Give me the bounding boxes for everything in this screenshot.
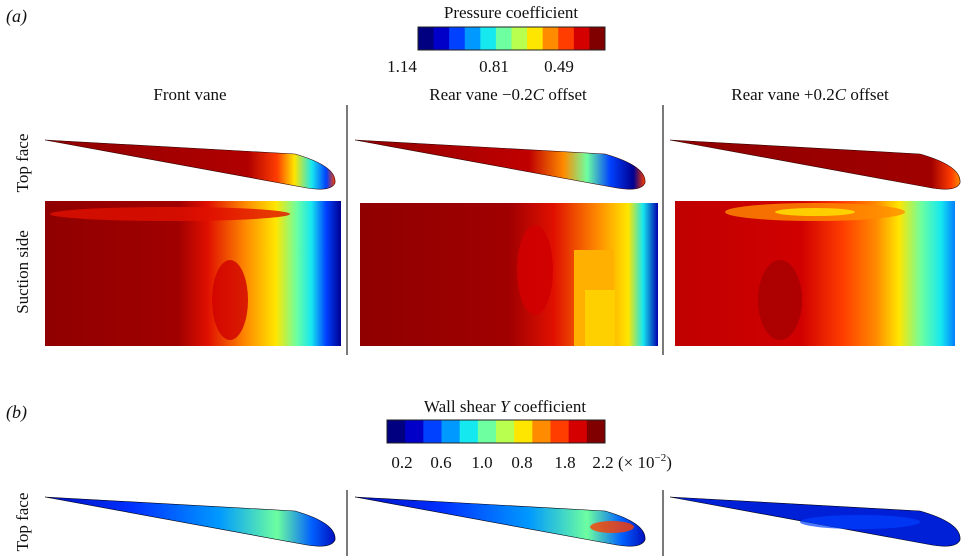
colorbar-swatch [573, 27, 590, 50]
contour-top [354, 139, 646, 190]
contour-suction [675, 201, 955, 346]
colorbar-label: 1.14 [387, 57, 417, 76]
colorbar-swatch [441, 420, 461, 443]
colorbar-swatch [495, 27, 512, 50]
row-label: Suction side [13, 230, 32, 314]
colorbar-swatch [558, 27, 575, 50]
contour-top [669, 139, 961, 190]
colorbar-swatch [418, 27, 435, 50]
colorbar-frame [386, 419, 606, 444]
colorbar-label: 0.6 [430, 453, 451, 472]
colorbar-label: 0.81 [479, 57, 509, 76]
colorbar-swatch [514, 420, 533, 443]
colorbar-title: Wall shear Y coefficient [424, 397, 586, 416]
colorbar-label: 1.8 [554, 453, 575, 472]
panel-label: (a) [6, 6, 27, 27]
colorbar-swatch [449, 27, 466, 50]
colorbar-swatch [511, 27, 528, 50]
colorbar-swatch [532, 420, 551, 443]
colorbar-swatch [405, 420, 424, 443]
colorbar-swatch [542, 27, 559, 50]
colorbar-swatch [550, 420, 570, 443]
colorbar-swatch [480, 27, 497, 50]
contour-spot [800, 515, 920, 529]
colorbar-swatch [464, 27, 481, 50]
colorbar-swatch [589, 27, 606, 50]
colorbar-swatch [477, 420, 497, 443]
colorbar-swatch [527, 27, 544, 50]
contour-top [354, 496, 646, 547]
colorbar-label: 0.49 [544, 57, 574, 76]
row-label: Top face [13, 134, 32, 193]
colorbar [417, 26, 606, 51]
colorbar-swatch [586, 420, 606, 443]
column-title: Front vane [153, 85, 226, 104]
colorbar-swatch [423, 420, 442, 443]
colorbar-label: 0.2 [391, 453, 412, 472]
colorbar-swatch [387, 420, 406, 443]
column-title: Rear vane −0.2C offset [429, 85, 587, 104]
row-label: Top face [13, 493, 32, 552]
colorbar-label: 1.0 [471, 453, 492, 472]
contour-top [44, 139, 336, 190]
colorbar-swatch [459, 420, 479, 443]
colorbar-swatch [496, 420, 515, 443]
colorbar-label: 2.2 [592, 453, 613, 472]
panel-label: (b) [6, 402, 27, 423]
contour-suction [360, 203, 658, 346]
colorbar-swatch [568, 420, 588, 443]
colorbar-label: 0.8 [511, 453, 532, 472]
contour-top [44, 496, 336, 547]
colorbar-swatch [433, 27, 450, 50]
contour-spot [590, 521, 634, 533]
colorbar [386, 419, 606, 444]
colorbar-unit: (× 10−2) [618, 452, 672, 472]
contour-suction [45, 201, 341, 346]
colorbar-title: Pressure coefficient [444, 3, 578, 22]
column-title: Rear vane +0.2C offset [731, 85, 889, 104]
colorbar-frame [417, 26, 606, 51]
